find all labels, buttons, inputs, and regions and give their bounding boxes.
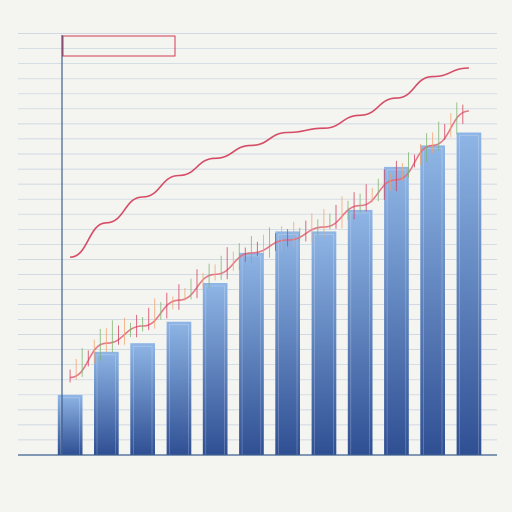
bar [239,252,264,455]
bar [166,321,192,455]
legend-frame [62,35,176,57]
series-line [69,67,469,258]
bar [275,231,300,455]
legend [62,35,176,57]
bar [94,351,119,455]
bar [384,166,409,455]
bar [420,145,445,455]
bar [130,343,155,455]
bar-series [57,132,482,456]
bar [347,209,373,455]
bar [202,283,228,455]
bar [456,132,482,455]
axes [18,35,497,456]
line-series [69,67,470,383]
bar [311,231,337,455]
series-line [69,110,470,379]
